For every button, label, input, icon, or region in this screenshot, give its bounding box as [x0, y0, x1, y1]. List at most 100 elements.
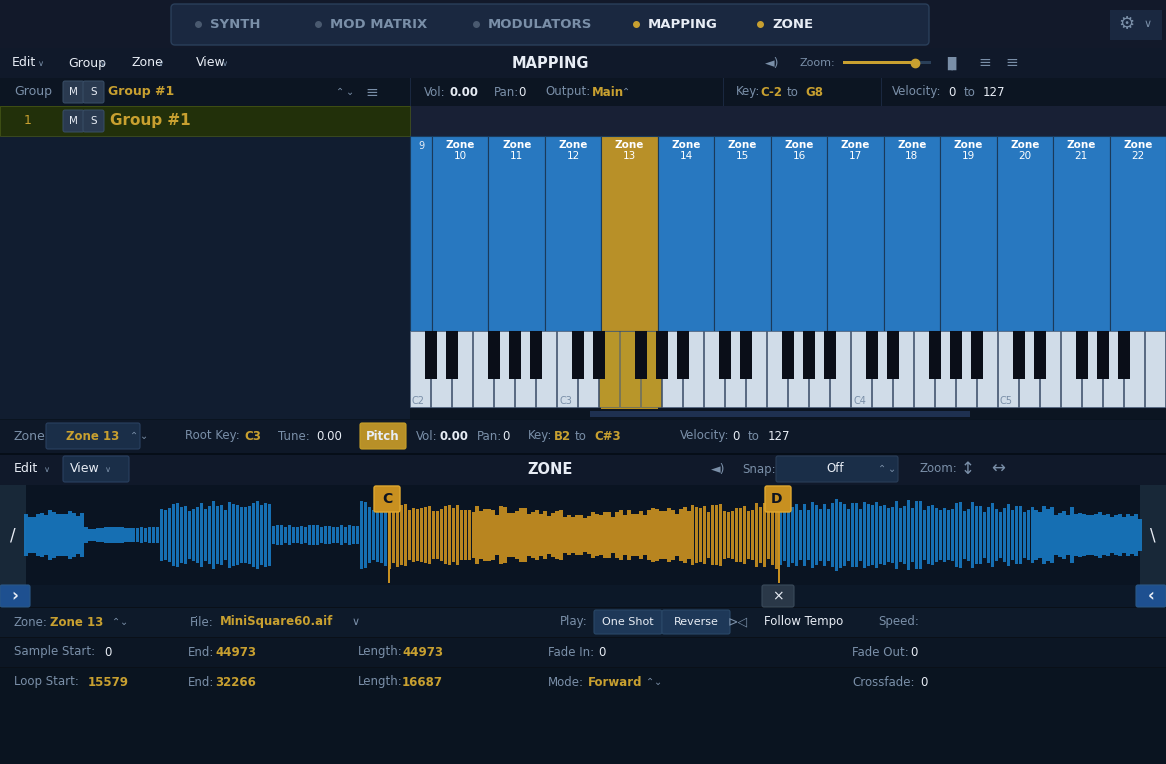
- Bar: [583, 518, 586, 552]
- Bar: [1070, 507, 1074, 563]
- Text: D: D: [771, 492, 782, 506]
- Bar: [747, 510, 751, 559]
- Text: ⌃: ⌃: [621, 87, 630, 97]
- Bar: [0, 106, 410, 136]
- Bar: [410, 331, 430, 407]
- Text: Velocity:: Velocity:: [680, 429, 730, 442]
- Text: \: \: [1150, 526, 1156, 544]
- Bar: [236, 505, 239, 565]
- Bar: [707, 513, 710, 558]
- Bar: [492, 510, 494, 560]
- Text: Pitch: Pitch: [366, 429, 400, 442]
- Text: M: M: [69, 87, 78, 97]
- Bar: [557, 331, 577, 407]
- Bar: [188, 510, 191, 559]
- Text: ZONE: ZONE: [527, 461, 573, 477]
- Bar: [803, 331, 815, 380]
- Bar: [1019, 506, 1021, 564]
- Bar: [84, 527, 87, 542]
- Bar: [0, 637, 1166, 638]
- Bar: [64, 514, 68, 555]
- Bar: [672, 510, 674, 560]
- Bar: [1090, 515, 1094, 555]
- Bar: [986, 507, 990, 562]
- Text: ◄): ◄): [711, 462, 725, 475]
- Bar: [782, 331, 794, 380]
- Bar: [0, 136, 410, 419]
- Text: ⌃: ⌃: [878, 464, 886, 474]
- Text: Vol:: Vol:: [416, 429, 437, 442]
- Bar: [508, 331, 521, 380]
- Text: Off: Off: [827, 462, 844, 475]
- Text: Zone: Zone: [1067, 140, 1096, 150]
- Text: 12: 12: [567, 151, 580, 161]
- Bar: [415, 510, 419, 561]
- Bar: [588, 516, 591, 554]
- Bar: [778, 509, 780, 583]
- FancyBboxPatch shape: [63, 456, 129, 482]
- Bar: [599, 331, 619, 407]
- Bar: [476, 507, 479, 564]
- Bar: [641, 331, 661, 407]
- Bar: [607, 512, 611, 558]
- Text: Pan:: Pan:: [494, 86, 519, 99]
- Bar: [208, 507, 211, 564]
- Bar: [380, 507, 384, 563]
- Bar: [300, 526, 303, 544]
- Text: 0: 0: [920, 675, 927, 688]
- Bar: [80, 513, 84, 557]
- Bar: [160, 509, 163, 562]
- Bar: [635, 513, 639, 556]
- Bar: [866, 331, 878, 380]
- FancyBboxPatch shape: [765, 486, 791, 512]
- Text: /: /: [10, 526, 16, 544]
- Text: ⚙: ⚙: [1118, 15, 1135, 33]
- Bar: [771, 136, 827, 331]
- Bar: [838, 502, 842, 568]
- Text: End:: End:: [188, 646, 215, 659]
- Bar: [939, 510, 942, 560]
- Bar: [1051, 507, 1054, 563]
- Text: Mode:: Mode:: [548, 675, 584, 688]
- Text: 0: 0: [518, 86, 526, 99]
- Bar: [1011, 510, 1014, 560]
- Bar: [264, 503, 267, 567]
- Text: View: View: [70, 462, 100, 475]
- Bar: [436, 511, 438, 559]
- Bar: [728, 512, 730, 558]
- Bar: [894, 501, 898, 569]
- Text: Group #1: Group #1: [110, 114, 190, 128]
- FancyBboxPatch shape: [763, 585, 794, 607]
- Bar: [359, 500, 363, 569]
- Bar: [428, 506, 431, 565]
- Bar: [763, 503, 766, 567]
- Text: Sample Start:: Sample Start:: [14, 646, 96, 659]
- Bar: [591, 512, 595, 558]
- Bar: [0, 667, 1166, 668]
- Bar: [0, 419, 1166, 453]
- Text: Zone:: Zone:: [14, 616, 48, 629]
- Bar: [468, 510, 471, 560]
- Bar: [942, 509, 946, 562]
- Bar: [847, 509, 850, 561]
- Bar: [580, 515, 583, 555]
- Text: Vol:: Vol:: [424, 86, 445, 99]
- Text: 20: 20: [1018, 151, 1032, 161]
- Text: Length:: Length:: [358, 646, 402, 659]
- Bar: [344, 526, 347, 543]
- Text: Fade In:: Fade In:: [548, 646, 595, 659]
- Text: 16: 16: [793, 151, 806, 161]
- Bar: [602, 136, 658, 331]
- Bar: [410, 136, 431, 331]
- Bar: [879, 506, 883, 565]
- Bar: [120, 527, 124, 543]
- Bar: [328, 526, 331, 544]
- Bar: [220, 505, 224, 565]
- Bar: [922, 510, 926, 561]
- Bar: [1130, 516, 1133, 554]
- Bar: [578, 331, 598, 407]
- Bar: [1123, 516, 1125, 553]
- FancyBboxPatch shape: [777, 456, 898, 482]
- Bar: [658, 136, 715, 331]
- Bar: [395, 503, 399, 567]
